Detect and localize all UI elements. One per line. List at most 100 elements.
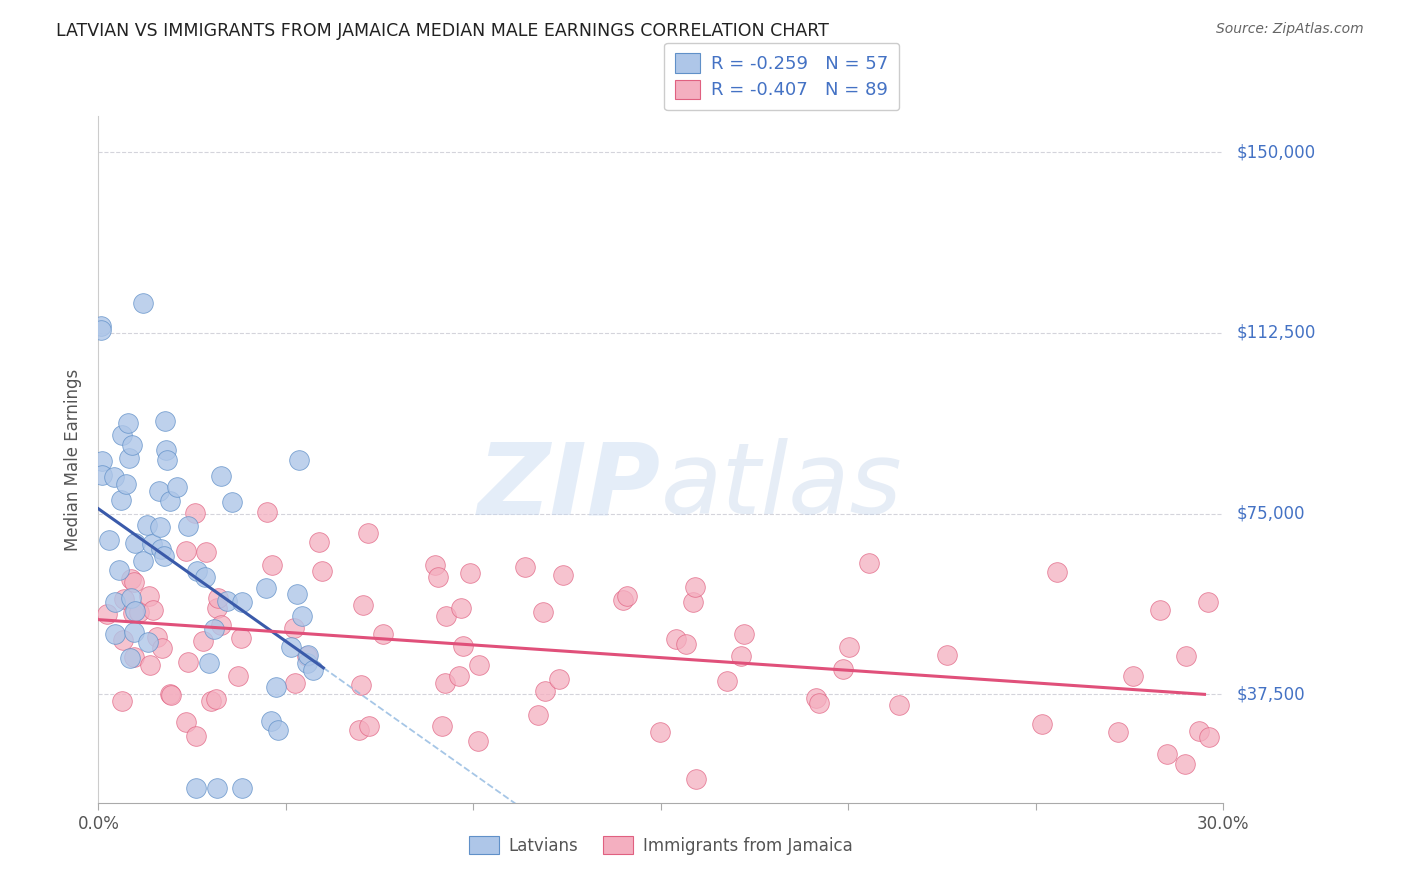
Text: $75,000: $75,000 (1237, 505, 1306, 523)
Point (612, 592, 634, 607)
Point (284, 675, 307, 690)
Point (283, 622, 305, 636)
Point (733, 627, 755, 641)
Point (936, 648, 959, 663)
Point (159, 493, 181, 508)
Point (120, 591, 142, 606)
Point (531, 605, 554, 619)
Text: $37,500: $37,500 (1237, 685, 1306, 704)
Point (114, 476, 136, 491)
Point (149, 520, 172, 534)
Point (434, 675, 457, 690)
Text: atlas: atlas (661, 438, 903, 535)
Point (200, 694, 222, 708)
Point (1149, 603, 1171, 617)
Point (295, 649, 318, 664)
Point (1046, 565, 1069, 579)
Point (1031, 717, 1053, 731)
Point (150, 640, 173, 655)
Point (1174, 756, 1197, 771)
Point (804, 691, 827, 706)
Point (155, 452, 177, 467)
Point (548, 672, 571, 686)
Point (308, 534, 330, 549)
Text: ZIP: ZIP (478, 438, 661, 535)
Point (1122, 669, 1144, 683)
Point (118, 451, 141, 466)
Point (259, 714, 281, 728)
Text: $150,000: $150,000 (1237, 143, 1316, 161)
Point (205, 781, 228, 796)
Point (194, 570, 217, 584)
Point (122, 606, 145, 620)
Point (112, 633, 135, 648)
Point (184, 729, 207, 743)
Point (513, 560, 536, 574)
Legend: Latvians, Immigrants from Jamaica: Latvians, Immigrants from Jamaica (460, 828, 862, 863)
Point (141, 603, 163, 617)
Point (297, 656, 319, 670)
Point (111, 694, 134, 708)
Point (146, 630, 169, 644)
Point (1198, 730, 1220, 744)
Point (174, 714, 197, 729)
Point (184, 781, 207, 796)
Point (209, 618, 232, 632)
Point (1197, 595, 1219, 609)
Point (152, 549, 174, 563)
Point (423, 558, 446, 572)
Point (231, 595, 253, 609)
Point (177, 655, 200, 669)
Point (858, 556, 880, 570)
Point (1156, 747, 1178, 761)
Point (91, 468, 114, 483)
Text: LATVIAN VS IMMIGRANTS FROM JAMAICA MEDIAN MALE EARNINGS CORRELATION CHART: LATVIAN VS IMMIGRANTS FROM JAMAICA MEDIA… (56, 22, 830, 40)
Point (90, 318, 112, 333)
Text: $112,500: $112,500 (1237, 324, 1316, 342)
Point (103, 469, 125, 483)
Point (120, 572, 142, 586)
Point (889, 698, 911, 713)
Point (288, 452, 311, 467)
Point (197, 656, 219, 670)
Point (434, 609, 457, 624)
Point (186, 565, 208, 579)
Point (132, 554, 155, 568)
Point (533, 684, 555, 698)
Point (204, 622, 226, 636)
Point (280, 640, 302, 655)
Point (90, 453, 112, 467)
Point (166, 480, 188, 494)
Point (256, 505, 278, 519)
Point (104, 595, 127, 609)
Point (350, 678, 373, 692)
Point (121, 438, 143, 452)
Point (215, 594, 238, 608)
Point (685, 772, 707, 786)
Point (204, 691, 226, 706)
Point (159, 687, 181, 701)
Point (427, 570, 450, 584)
Point (98, 533, 121, 547)
Point (254, 581, 277, 595)
Point (221, 495, 243, 509)
Point (122, 650, 145, 665)
Point (104, 627, 127, 641)
Point (297, 648, 319, 662)
Point (184, 506, 207, 520)
Point (136, 517, 159, 532)
Point (648, 725, 671, 739)
Point (207, 591, 229, 606)
Point (807, 696, 830, 710)
Point (117, 416, 139, 430)
Point (124, 624, 146, 639)
Point (118, 651, 141, 665)
Point (209, 469, 232, 483)
Point (467, 734, 489, 748)
Point (128, 605, 150, 619)
Point (551, 568, 574, 582)
Point (174, 544, 197, 558)
Point (468, 657, 491, 672)
Point (90, 323, 112, 337)
Point (111, 428, 134, 442)
